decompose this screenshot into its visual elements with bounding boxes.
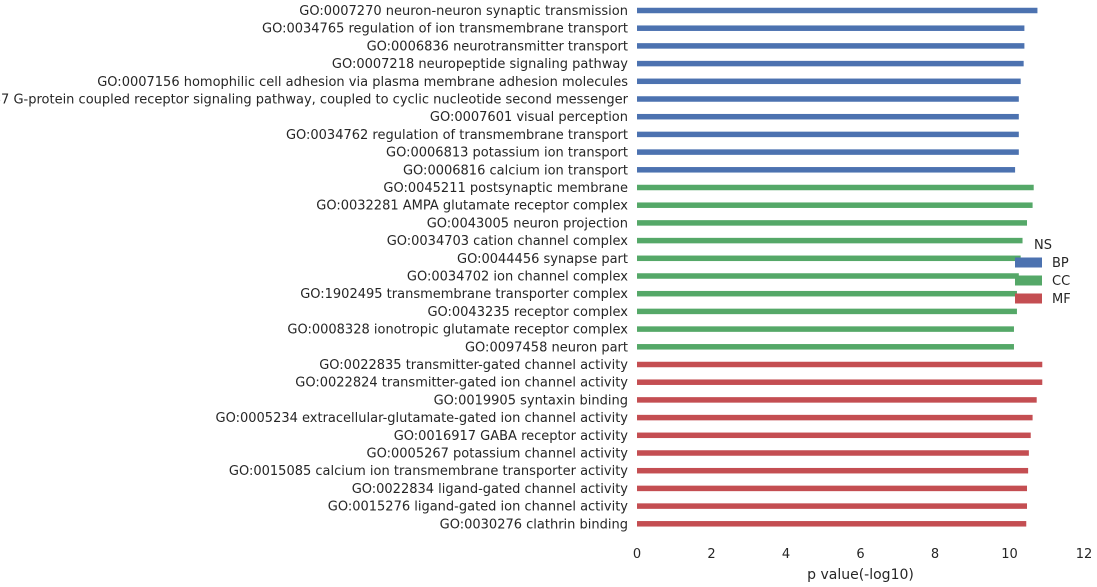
bar-28 <box>637 485 1028 492</box>
bar-23 <box>637 397 1037 403</box>
x-tick-label: 0 <box>633 547 641 562</box>
legend-label-mf: MF <box>1052 292 1071 307</box>
category-label: GO:0006813 potassium ion transport <box>386 146 628 161</box>
category-label: GO:1902495 transmembrane transporter com… <box>300 287 628 302</box>
bar-16 <box>637 273 1019 279</box>
category-label: GO:0015085 calcium ion transmembrane tra… <box>229 464 628 479</box>
category-label: GO:0045211 postsynaptic membrane <box>383 181 628 196</box>
category-label: GO:0007270 neuron-neuron synaptic transm… <box>299 4 628 19</box>
legend-swatch-mf <box>1015 293 1042 304</box>
category-label: GO:0015276 ligand-gated ion channel acti… <box>328 500 629 515</box>
category-label: GO:0005234 extracellular-glutamate-gated… <box>216 411 629 426</box>
legend-entries: BP CC MF <box>1015 256 1071 307</box>
category-label: GO:0007156 homophilic cell adhesion via … <box>97 75 628 90</box>
bar-6 <box>637 96 1019 102</box>
bar-15 <box>637 255 1021 262</box>
category-label: GO:0034703 cation channel complex <box>387 234 629 249</box>
category-label: GO:0022835 transmitter-gated channel act… <box>319 358 628 373</box>
category-label: GO:0007187 G-protein coupled receptor si… <box>0 93 629 108</box>
bar-18 <box>637 308 1017 315</box>
x-axis-title: p value(-log10) <box>807 567 914 583</box>
bar-25 <box>637 432 1031 439</box>
bar-20 <box>637 344 1014 350</box>
x-tick-label: 6 <box>856 547 864 562</box>
category-label: GO:0034765 regulation of ion transmembra… <box>262 22 628 37</box>
bar-9 <box>637 149 1019 155</box>
bar-5 <box>637 78 1021 85</box>
x-tick-label: 4 <box>782 547 790 562</box>
category-label: GO:0032281 AMPA glutamate receptor compl… <box>316 199 628 214</box>
category-label: GO:0007601 visual perception <box>430 110 628 125</box>
x-axis: 0 2 4 6 8 10 12 <box>633 547 1092 562</box>
x-tick-label: 10 <box>1001 547 1018 562</box>
bar-17 <box>637 290 1017 297</box>
bar-10 <box>637 167 1016 173</box>
category-label: GO:0034762 regulation of transmembrane t… <box>286 128 628 143</box>
category-label: GO:0006836 neurotransmitter transport <box>367 39 628 54</box>
bar-29 <box>637 503 1028 509</box>
category-label: GO:0034702 ion channel complex <box>407 270 628 285</box>
bar-24 <box>637 414 1033 421</box>
legend-label-cc: CC <box>1052 274 1070 289</box>
bar-1 <box>637 7 1038 14</box>
bar-27 <box>637 467 1029 474</box>
legend-swatch-cc <box>1015 275 1042 286</box>
bar-22 <box>637 379 1043 385</box>
category-label: GO:0022824 transmitter-gated ion channel… <box>295 376 628 391</box>
x-tick-label: 12 <box>1076 547 1093 562</box>
category-label: GO:0006816 calcium ion transport <box>403 163 628 178</box>
category-label: GO:0043005 neuron projection <box>427 216 628 231</box>
bar-3 <box>637 43 1025 49</box>
category-label: GO:0030276 clathrin binding <box>440 517 628 532</box>
category-label: GO:0043235 receptor complex <box>427 305 628 320</box>
category-label: GO:0019905 syntaxin binding <box>434 393 628 408</box>
x-tick-label: 8 <box>931 547 939 562</box>
bars-group <box>637 7 1043 527</box>
bar-4 <box>637 60 1024 67</box>
category-label: GO:0005267 potassium channel activity <box>367 447 629 462</box>
bar-19 <box>637 326 1014 332</box>
x-tick-label: 2 <box>707 547 715 562</box>
category-label: GO:0022834 ligand-gated channel activity <box>352 482 629 497</box>
bar-11 <box>637 184 1034 191</box>
bar-12 <box>637 202 1033 208</box>
bar-14 <box>637 237 1023 244</box>
category-labels: GO:0007270 neuron-neuron synaptic transm… <box>0 4 629 532</box>
bar-21 <box>637 361 1043 368</box>
bar-30 <box>637 521 1027 527</box>
category-label: GO:0097458 neuron part <box>465 340 628 355</box>
bar-7 <box>637 113 1019 120</box>
legend-label-bp: BP <box>1052 256 1069 271</box>
category-label: GO:0016917 GABA receptor activity <box>394 429 629 444</box>
category-label: GO:0007218 neuropeptide signaling pathwa… <box>332 57 628 72</box>
category-label: GO:0008328 ionotropic glutamate receptor… <box>287 323 628 338</box>
bar-8 <box>637 131 1019 138</box>
category-label: GO:0044456 synapse part <box>457 252 628 267</box>
bar-2 <box>637 25 1025 31</box>
legend-title: NS <box>1034 238 1052 253</box>
legend-swatch-bp <box>1015 257 1042 268</box>
legend: NS BP CC MF <box>1015 238 1071 307</box>
bar-13 <box>637 220 1028 226</box>
bar-26 <box>637 450 1029 456</box>
